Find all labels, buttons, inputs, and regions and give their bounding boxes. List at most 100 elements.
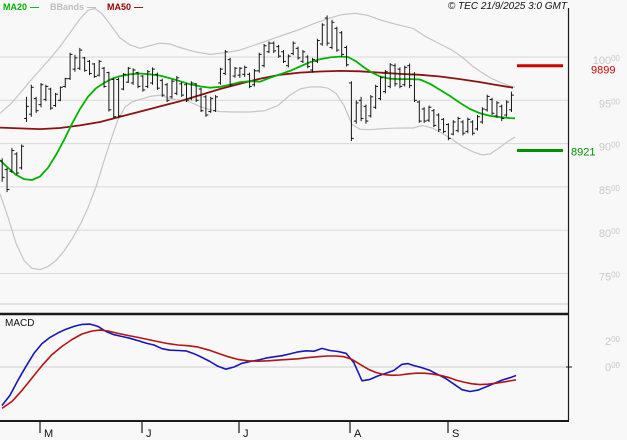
ohlc-bar (82, 57, 88, 72)
ohlc-bar (281, 50, 286, 64)
ohlc-bar (155, 72, 160, 90)
ohlc-bar (475, 115, 480, 131)
ohlc-bar (358, 96, 364, 122)
ohlc-bar (344, 45, 349, 67)
ohlc-bar (14, 152, 20, 175)
macd-tick-label: 200 (605, 335, 621, 348)
ohlc-bar (431, 108, 437, 128)
ohlc-bar (237, 66, 243, 78)
ohlc-bar (295, 46, 301, 60)
macd-macd-line (1, 323, 517, 406)
ohlc-bar (266, 41, 272, 54)
bb-lower-line (0, 86, 516, 271)
legend-line-swatch: — (134, 2, 144, 12)
month-tick-label: S (452, 428, 459, 440)
macd-panel-label: MACD (5, 318, 35, 329)
price-tick-label: 9500 (599, 97, 621, 110)
legend-line-swatch: — (30, 2, 40, 12)
ohlc-bar (441, 118, 446, 134)
ohlc-bar (232, 66, 238, 78)
ohlc-bar (334, 26, 340, 52)
price-panel: 10000 9500 9000 8500 8000 7500 9899 8921 (0, 7, 621, 305)
ohlc-bar (213, 95, 218, 112)
ma20-line (0, 55, 516, 181)
price-tick-label: 8000 (599, 227, 621, 240)
price-tick-label: 10000 (593, 54, 621, 67)
ohlc-bar (509, 91, 514, 112)
ohlc-bar (96, 60, 102, 77)
ohlc-bar (87, 60, 92, 76)
ma50-line (0, 70, 514, 130)
ohlc-bar (188, 81, 194, 101)
ohlc-bar (484, 94, 490, 112)
ohlc-bar (111, 77, 117, 119)
ohlc-bar (193, 82, 199, 103)
legend: MA20— BBands — MA50— (3, 2, 143, 12)
ohlc-bar (310, 57, 315, 73)
ohlc-bar (150, 67, 155, 85)
ohlc-bar (72, 54, 78, 72)
ohlc-bar (349, 81, 354, 142)
ohlc-bar (499, 104, 505, 122)
ohlc-bar (373, 84, 379, 109)
ohlc-bar (116, 77, 121, 119)
legend-item-ma20: MA20— (3, 2, 39, 12)
ohlc-bar (300, 50, 306, 64)
ohlc-bar (387, 63, 393, 89)
ohlc-bar (0, 158, 5, 182)
ohlc-bar (416, 100, 422, 123)
ohlc-bar (460, 120, 466, 136)
ohlc-bar (38, 82, 44, 108)
ohlc-bar (145, 69, 151, 89)
ohlc-bar (290, 41, 296, 56)
ohlc-bar (19, 144, 24, 170)
ohlc-bar (169, 79, 175, 99)
ohlc-bar (402, 65, 408, 87)
ohlc-bar (28, 84, 34, 117)
ohlc-bar (252, 69, 257, 87)
ohlc-bar (378, 76, 383, 101)
ohlc-bar (276, 44, 282, 58)
ohlc-bar (494, 101, 500, 118)
ohlc-bar (159, 78, 165, 97)
ohlc-bar (479, 107, 485, 124)
legend-label: MA20 (3, 2, 28, 12)
legend-item-bbands: BBands — (50, 2, 96, 12)
ohlc-bar (324, 15, 330, 46)
ohlc-bar (43, 84, 49, 102)
ohlc-bar (397, 67, 403, 89)
ohlc-bar (319, 23, 325, 46)
ohlc-bar (179, 82, 185, 97)
ohlc-bar (222, 50, 228, 76)
ohlc-bar (140, 75, 146, 92)
ohlc-bar (256, 52, 262, 73)
ohlc-bar (184, 82, 189, 103)
ohlc-bar (426, 105, 432, 122)
ohlc-bar (407, 63, 412, 89)
ohlc-bar (208, 96, 214, 113)
ohlc-bar (48, 87, 54, 110)
ohlc-bar (315, 38, 320, 64)
ohlc-bar (305, 55, 311, 69)
ohlc-bar (446, 123, 451, 141)
ohlc-bar (368, 95, 374, 118)
ohlc-bar (33, 96, 39, 113)
ohlc-bar (227, 57, 233, 87)
ohlc-bar (436, 113, 442, 132)
ohlc-bar (9, 147, 15, 174)
ohlc-bar (329, 19, 335, 50)
ohlc-bar (198, 87, 204, 112)
ohlc-bar (285, 54, 291, 68)
resistance-level-label: 9899 (591, 65, 615, 77)
ohlc-bar (106, 71, 112, 112)
ohlc-bar (392, 63, 398, 87)
ohlc-bar (465, 117, 471, 134)
ohlc-bar (4, 167, 10, 193)
copyright-text: © TEC 21/9/2025 3:0 GMT (447, 1, 567, 12)
month-tick-label: J (243, 428, 249, 440)
legend-line-swatch: — (87, 2, 97, 12)
ohlc-bar (174, 76, 180, 96)
ohlc-bar (91, 63, 97, 78)
